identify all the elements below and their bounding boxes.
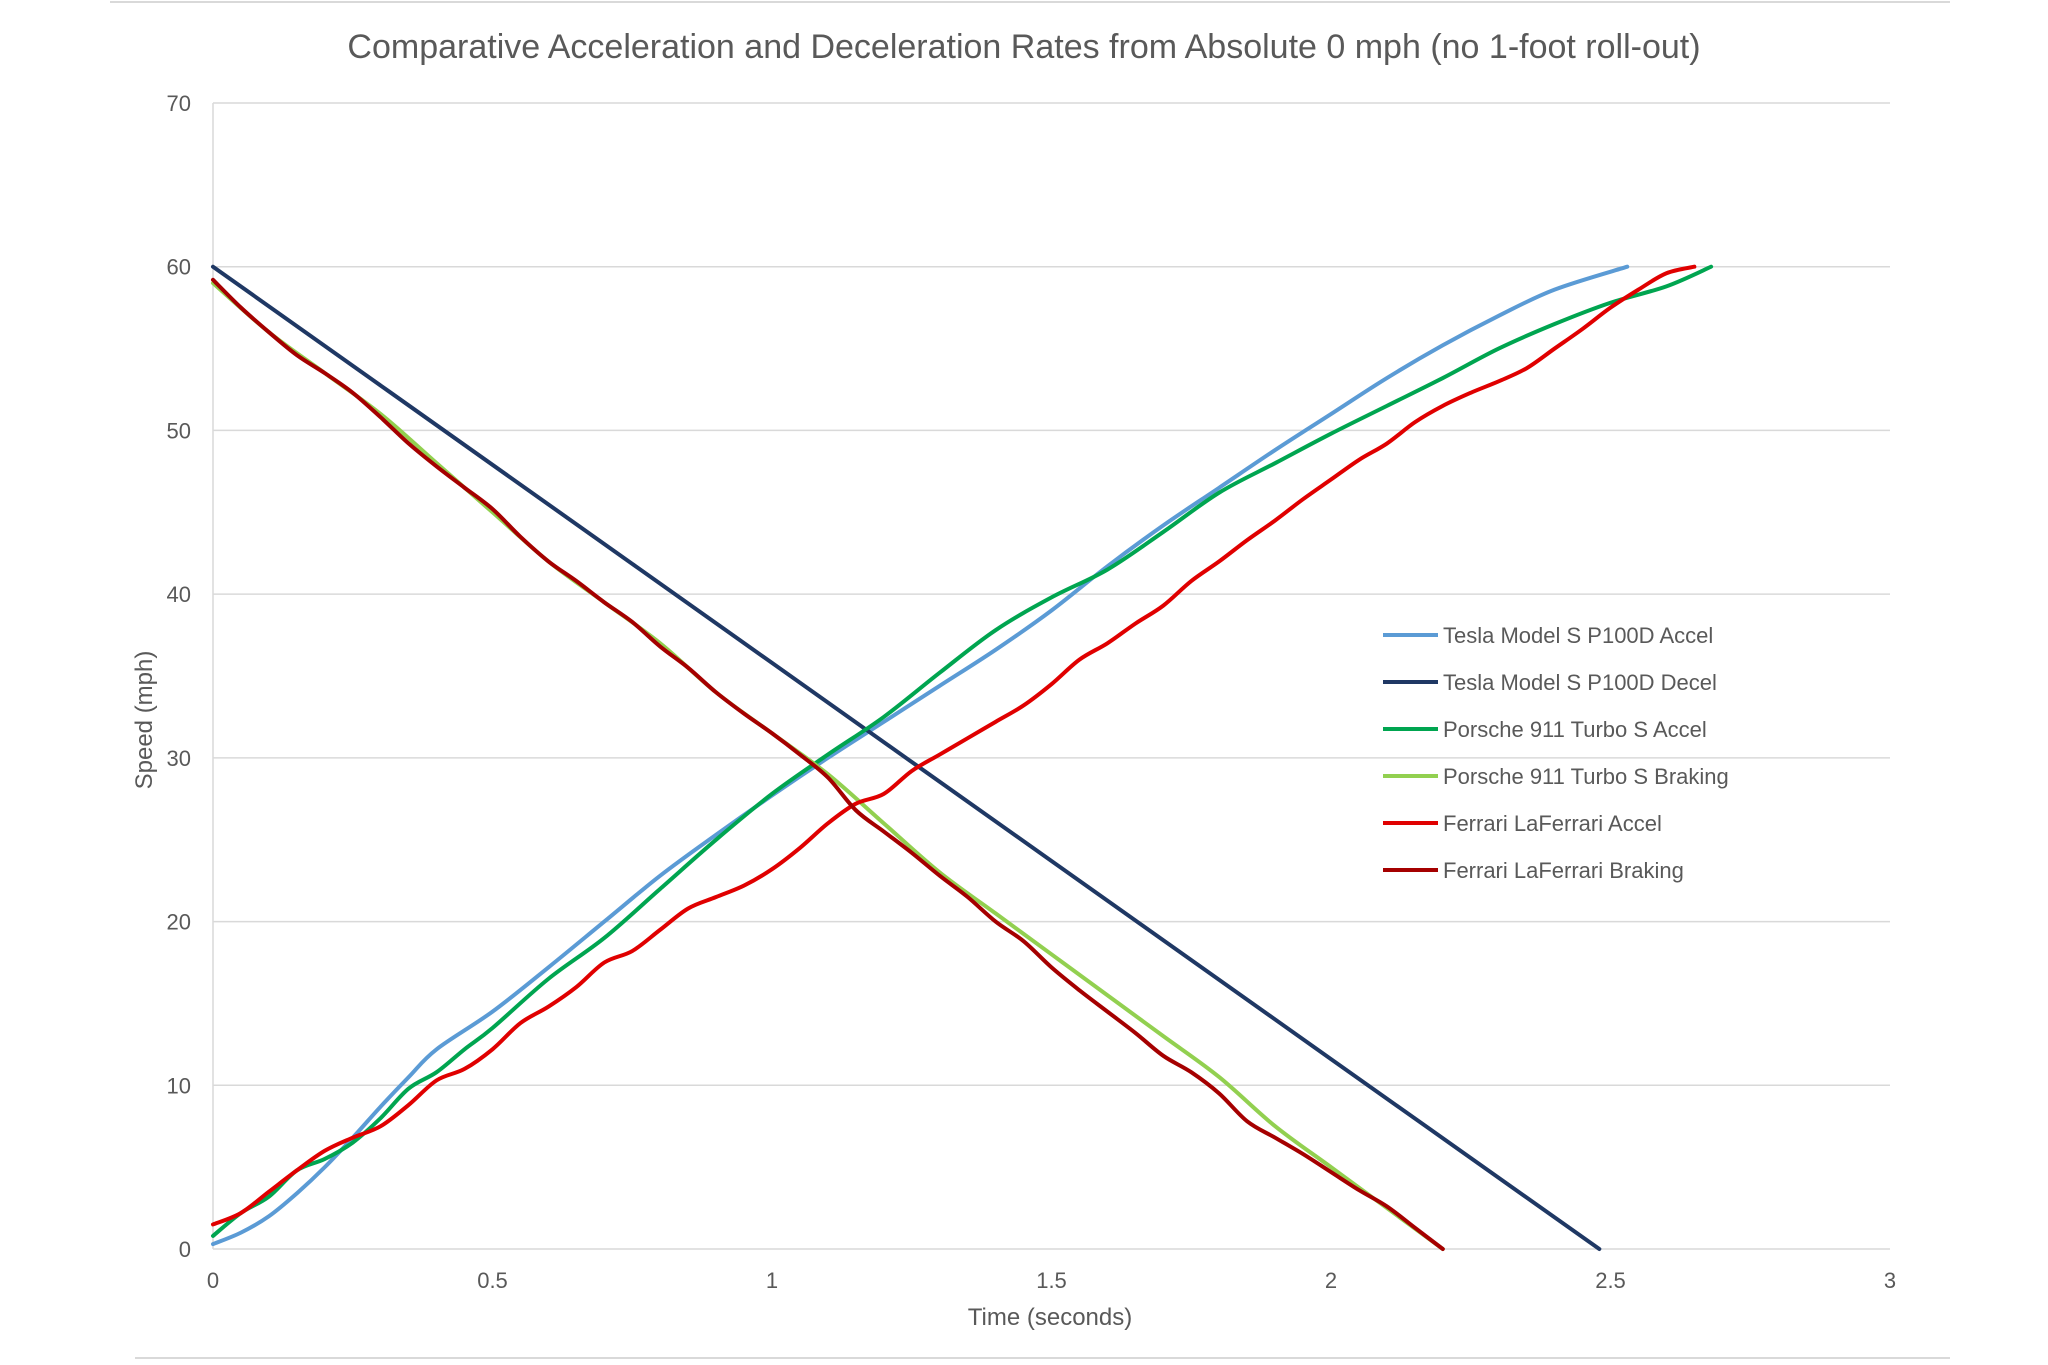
series-line-porsche-911-turbo-s-braking	[211, 281, 1445, 1251]
axes: 0 10 20 30 40 50 60 70 0 0.5 1 1.5 2 2.5 3	[167, 91, 1897, 1293]
series-line-tesla-model-s-p100d-accel	[211, 264, 1630, 1247]
y-tick-label: 0	[179, 1237, 191, 1262]
series-line-ferrari-laferrari-accel	[211, 264, 1697, 1227]
x-tick-label: 0	[207, 1268, 219, 1293]
y-axis-title: Speed (mph)	[131, 651, 158, 790]
x-axis-title: Time (seconds)	[968, 1304, 1132, 1331]
x-tick-label: 3	[1884, 1268, 1896, 1293]
legend-label-tesla-model-s-p100d-decel: Tesla Model S P100D Decel	[1443, 670, 1717, 695]
series-line-porsche-911-turbo-s-accel	[211, 264, 1714, 1238]
legend-label-tesla-model-s-p100d-accel: Tesla Model S P100D Accel	[1443, 623, 1713, 648]
series-lines	[211, 264, 1714, 1251]
legend-label-porsche-911-turbo-s-accel: Porsche 911 Turbo S Accel	[1443, 717, 1707, 742]
x-tick-label: 1	[766, 1268, 778, 1293]
y-tick-label: 40	[167, 582, 191, 607]
legend: Tesla Model S P100D Accel Tesla Model S P…	[1383, 623, 1729, 883]
y-tick-label: 20	[167, 910, 191, 935]
chart-title: Comparative Acceleration and Deceleratio…	[347, 28, 1700, 66]
gridlines	[213, 102, 1890, 1250]
x-tick-label: 1.5	[1036, 1268, 1067, 1293]
series-line-tesla-model-s-p100d-decel	[211, 264, 1602, 1251]
y-tick-label: 70	[167, 91, 191, 116]
legend-label-ferrari-laferrari-accel: Ferrari LaFerrari Accel	[1443, 811, 1662, 836]
legend-label-ferrari-laferrari-braking: Ferrari LaFerrari Braking	[1443, 858, 1684, 883]
y-tick-label: 60	[167, 255, 191, 280]
x-tick-label: 2	[1325, 1268, 1337, 1293]
x-tick-label: 0.5	[477, 1268, 508, 1293]
y-tick-label: 50	[167, 418, 191, 443]
x-tick-label: 2.5	[1595, 1268, 1626, 1293]
legend-label-porsche-911-turbo-s-braking: Porsche 911 Turbo S Braking	[1443, 764, 1729, 789]
y-tick-label: 30	[167, 746, 191, 771]
series-line-ferrari-laferrari-braking	[211, 277, 1445, 1251]
y-tick-label: 10	[167, 1073, 191, 1098]
